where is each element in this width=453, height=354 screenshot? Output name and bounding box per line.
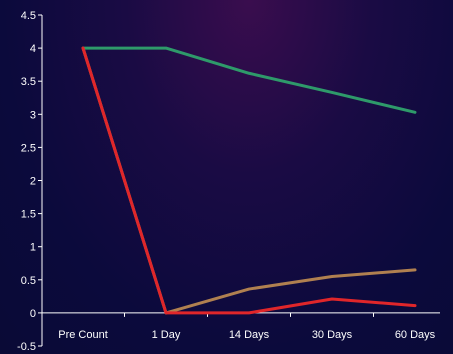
series-line-1 [81, 46, 417, 114]
y-tick-label: 1.5 [21, 209, 36, 221]
x-axis: Pre Count 1 Day 14 Days 30 Days 60 Days [41, 312, 440, 341]
y-axis: -0.5 0 0.5 1 1.5 2 2.5 3 3.5 4 4.5 [17, 10, 43, 353]
y-tick-label: 1 [30, 242, 36, 254]
x-tick-label: Pre Count [58, 329, 108, 341]
series-line-3 [81, 46, 417, 315]
y-tick-label: 4 [30, 43, 36, 55]
series-layer [81, 46, 417, 315]
x-tick-label: 30 Days [312, 329, 353, 341]
y-tick-label: 2 [30, 176, 36, 188]
y-tick-label: 0 [30, 308, 36, 320]
series-line-2 [81, 46, 417, 315]
y-tick-label: 3.5 [21, 76, 36, 88]
y-tick-label: 3 [30, 109, 36, 121]
x-tick-label: 1 Day [152, 329, 181, 341]
y-tick-label: 4.5 [21, 10, 36, 22]
x-tick-label: 60 Days [395, 329, 436, 341]
x-tick-label: 14 Days [229, 329, 270, 341]
y-tick-label: 2.5 [21, 142, 36, 154]
y-tick-label: -0.5 [17, 341, 36, 353]
y-tick-label: 0.5 [21, 275, 36, 287]
